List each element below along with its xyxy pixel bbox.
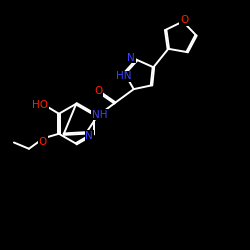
Text: O: O xyxy=(39,137,47,147)
Text: N: N xyxy=(128,53,135,63)
Text: HN: HN xyxy=(116,72,131,82)
Text: O: O xyxy=(180,15,188,25)
Text: NH: NH xyxy=(92,110,107,120)
Text: O: O xyxy=(94,86,102,97)
Text: N: N xyxy=(85,131,93,141)
Text: HO: HO xyxy=(32,100,48,110)
